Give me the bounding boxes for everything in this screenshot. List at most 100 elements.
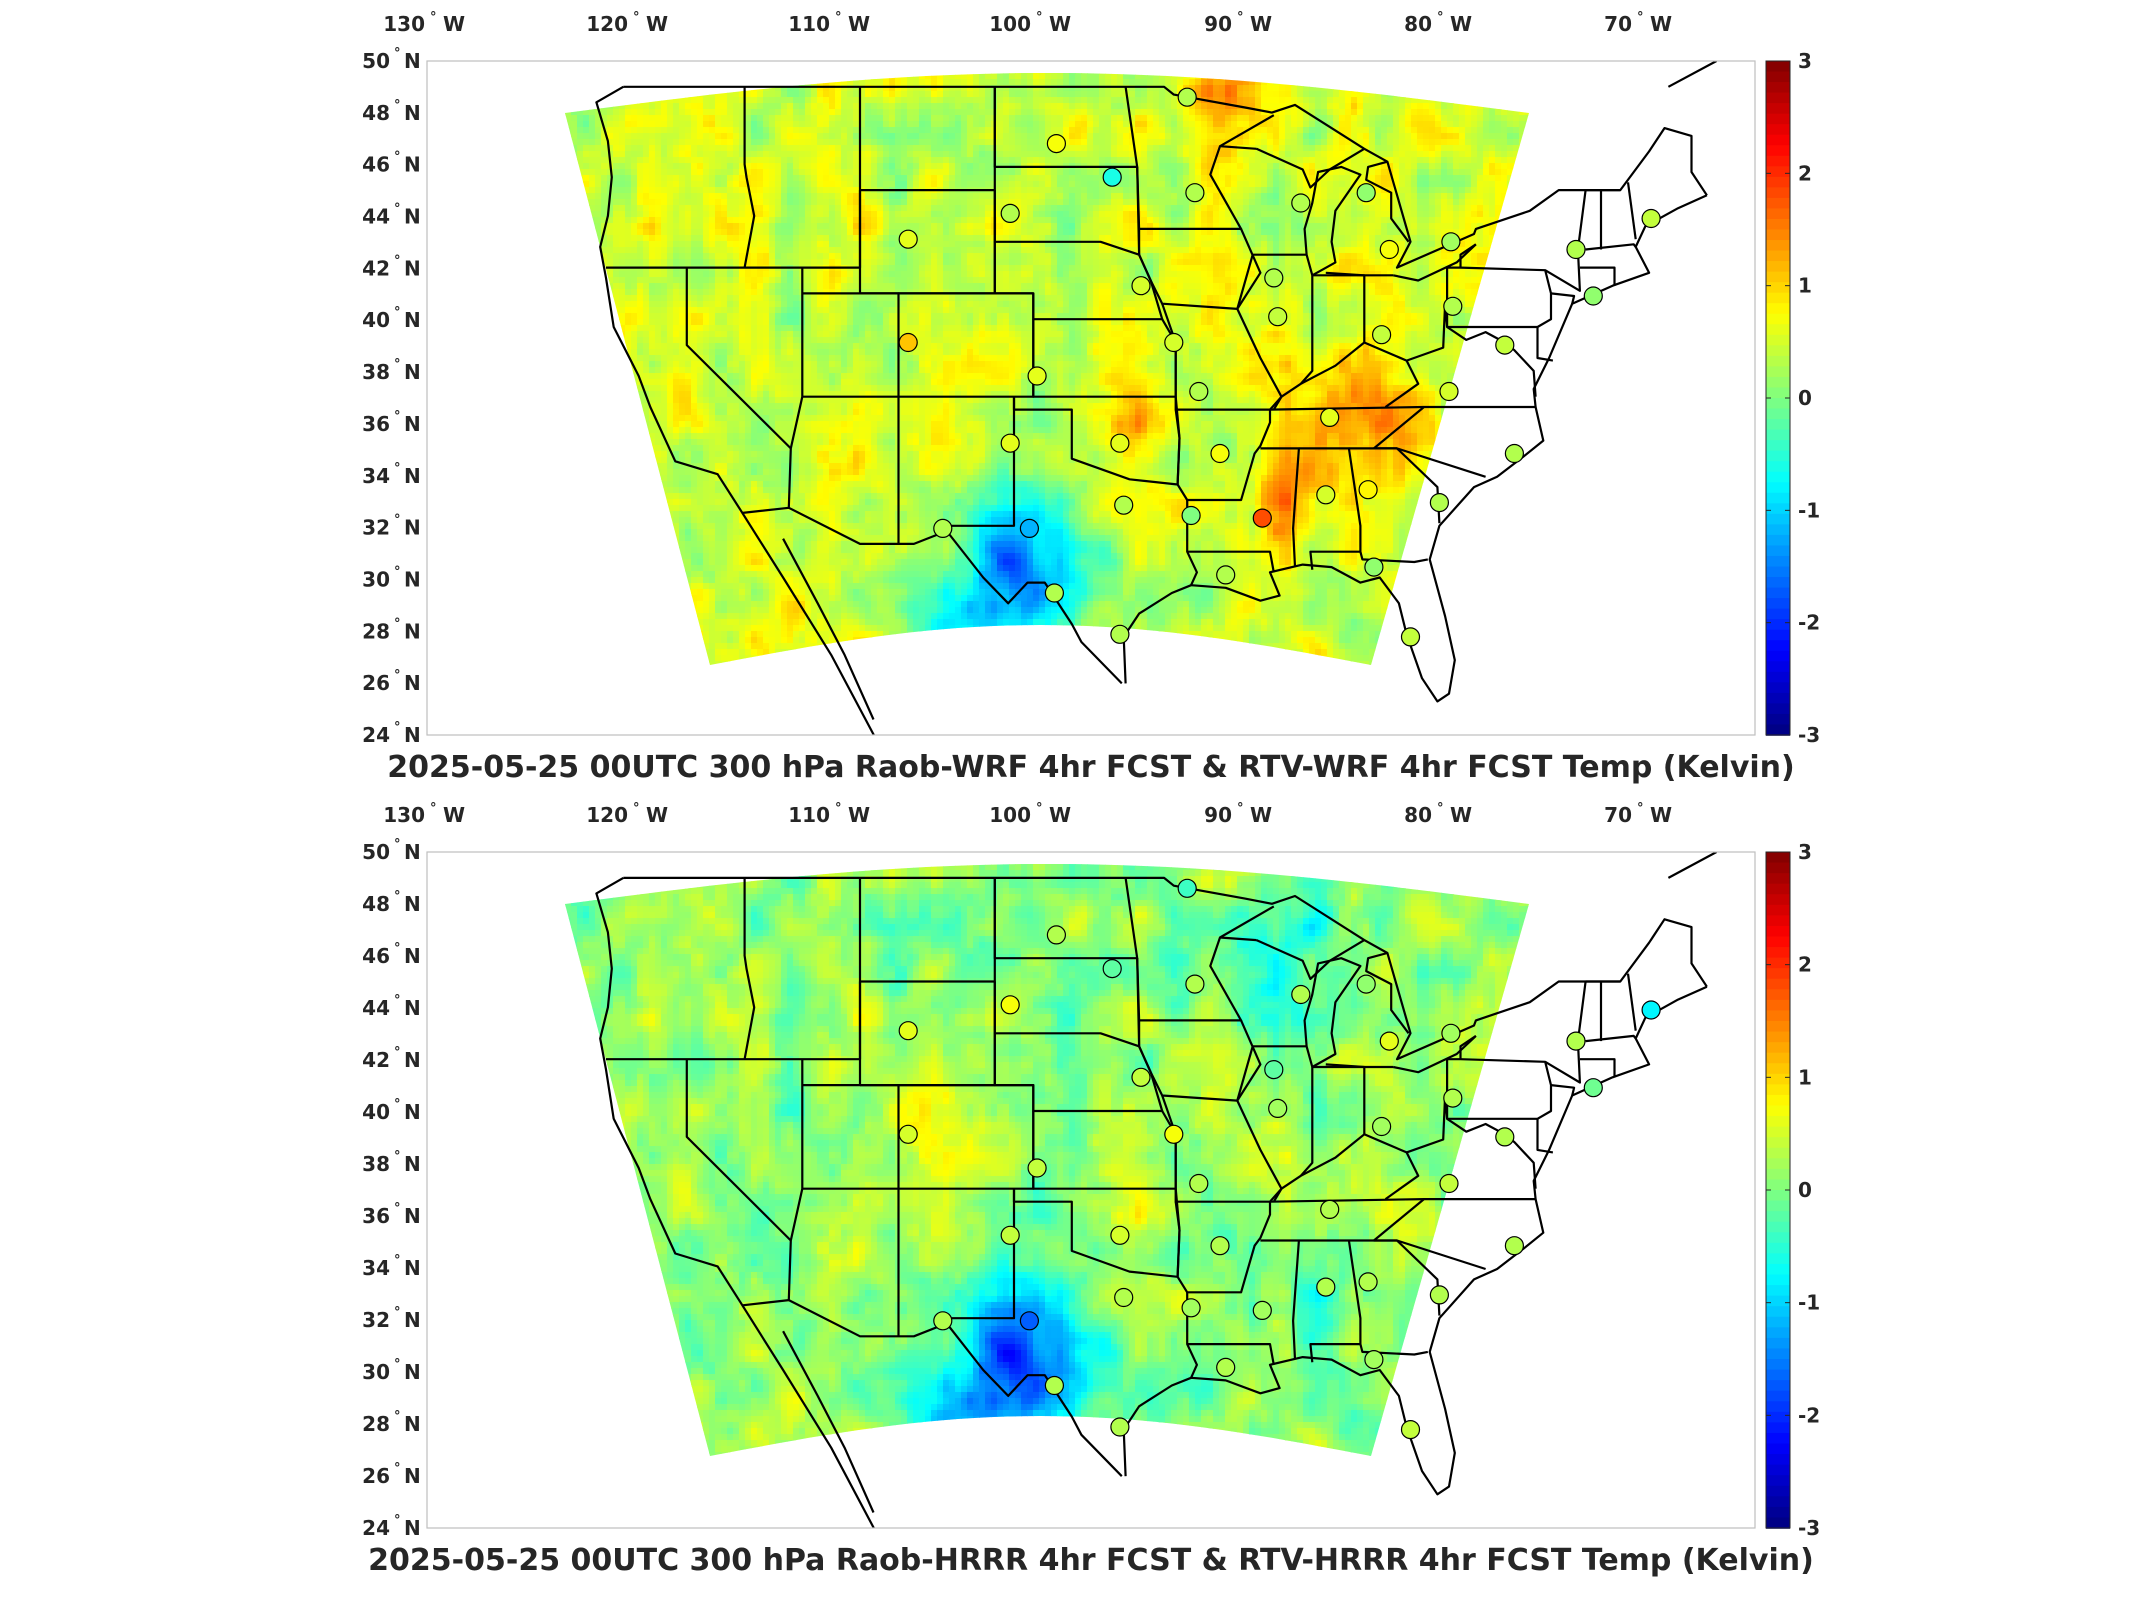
lat-tick-label: 42 ° N bbox=[362, 253, 421, 280]
station-marker[interactable] bbox=[1380, 1032, 1398, 1050]
station-marker[interactable] bbox=[1217, 1358, 1235, 1376]
station-marker[interactable] bbox=[1505, 445, 1523, 463]
station-marker[interactable] bbox=[1567, 241, 1585, 259]
station-marker[interactable] bbox=[1444, 297, 1462, 315]
station-marker[interactable] bbox=[1642, 210, 1660, 228]
station-marker[interactable] bbox=[1292, 986, 1310, 1004]
station-marker[interactable] bbox=[1111, 1226, 1129, 1244]
station-marker[interactable] bbox=[1373, 1118, 1391, 1136]
station-marker[interactable] bbox=[934, 519, 952, 537]
station-marker[interactable] bbox=[1402, 628, 1420, 646]
station-marker[interactable] bbox=[1357, 184, 1375, 202]
station-marker[interactable] bbox=[1186, 184, 1204, 202]
station-marker[interactable] bbox=[1496, 336, 1514, 354]
station-marker[interactable] bbox=[1584, 1079, 1602, 1097]
station-marker[interactable] bbox=[1165, 334, 1183, 352]
station-marker[interactable] bbox=[1365, 558, 1383, 576]
station-marker[interactable] bbox=[1365, 1351, 1383, 1369]
station-marker[interactable] bbox=[1359, 481, 1377, 499]
station-marker[interactable] bbox=[1265, 269, 1283, 287]
boundary-line bbox=[1628, 182, 1636, 239]
station-marker[interactable] bbox=[1020, 519, 1038, 537]
boundary-line bbox=[1545, 190, 1585, 291]
boundary-line bbox=[1580, 268, 1615, 286]
station-marker[interactable] bbox=[1001, 996, 1019, 1014]
station-marker[interactable] bbox=[1020, 1312, 1038, 1330]
station-marker[interactable] bbox=[1182, 507, 1200, 525]
station-marker[interactable] bbox=[1111, 434, 1129, 452]
lat-tick-label: 46 ° N bbox=[362, 941, 421, 968]
station-marker[interactable] bbox=[1182, 1299, 1200, 1317]
station-marker[interactable] bbox=[1115, 496, 1133, 514]
station-marker[interactable] bbox=[1211, 1237, 1229, 1255]
boundary-line bbox=[1628, 974, 1636, 1031]
station-marker[interactable] bbox=[1444, 1089, 1462, 1107]
station-marker[interactable] bbox=[1111, 625, 1129, 643]
station-marker[interactable] bbox=[1269, 1099, 1287, 1117]
lat-tick-label: 38 ° N bbox=[362, 357, 421, 384]
boundary-line bbox=[1586, 244, 1636, 249]
station-marker[interactable] bbox=[899, 1125, 917, 1143]
station-marker[interactable] bbox=[1103, 168, 1121, 186]
colorbar-tick-label: -1 bbox=[1798, 498, 1820, 522]
lat-tick-label: 26 ° N bbox=[362, 668, 421, 695]
station-marker[interactable] bbox=[1132, 1068, 1150, 1086]
station-marker[interactable] bbox=[1317, 1278, 1335, 1296]
station-marker[interactable] bbox=[1402, 1421, 1420, 1439]
station-marker[interactable] bbox=[1047, 135, 1065, 153]
station-marker[interactable] bbox=[1567, 1032, 1585, 1050]
station-marker[interactable] bbox=[1253, 509, 1271, 527]
station-marker[interactable] bbox=[1584, 287, 1602, 305]
station-marker[interactable] bbox=[1442, 233, 1460, 251]
lon-tick-label: 110 ° W bbox=[788, 10, 870, 36]
station-marker[interactable] bbox=[1380, 241, 1398, 259]
station-marker[interactable] bbox=[1321, 1200, 1339, 1218]
station-marker[interactable] bbox=[1001, 1226, 1019, 1244]
station-marker[interactable] bbox=[899, 334, 917, 352]
station-marker[interactable] bbox=[1178, 879, 1196, 897]
station-marker[interactable] bbox=[1001, 434, 1019, 452]
station-marker[interactable] bbox=[1115, 1289, 1133, 1307]
station-marker[interactable] bbox=[1028, 367, 1046, 385]
station-marker[interactable] bbox=[1045, 584, 1063, 602]
panel-title: 2025-05-25 00UTC 300 hPa Raob-HRRR 4hr F… bbox=[368, 1543, 1814, 1578]
station-marker[interactable] bbox=[1430, 1286, 1448, 1304]
station-marker[interactable] bbox=[899, 230, 917, 248]
station-marker[interactable] bbox=[1357, 975, 1375, 993]
station-marker[interactable] bbox=[1317, 486, 1335, 504]
station-marker[interactable] bbox=[1186, 975, 1204, 993]
station-marker[interactable] bbox=[1265, 1061, 1283, 1079]
station-marker[interactable] bbox=[1190, 383, 1208, 401]
station-marker[interactable] bbox=[1292, 194, 1310, 212]
station-marker[interactable] bbox=[1269, 308, 1287, 326]
station-marker[interactable] bbox=[1440, 1175, 1458, 1193]
station-marker[interactable] bbox=[1190, 1175, 1208, 1193]
station-marker[interactable] bbox=[1111, 1418, 1129, 1436]
station-marker[interactable] bbox=[1103, 960, 1121, 978]
station-marker[interactable] bbox=[899, 1022, 917, 1040]
station-marker[interactable] bbox=[1047, 926, 1065, 944]
station-marker[interactable] bbox=[1321, 408, 1339, 426]
station-marker[interactable] bbox=[1132, 277, 1150, 295]
station-marker[interactable] bbox=[1496, 1128, 1514, 1146]
station-marker[interactable] bbox=[1359, 1273, 1377, 1291]
station-marker[interactable] bbox=[934, 1312, 952, 1330]
station-marker[interactable] bbox=[1028, 1159, 1046, 1177]
colorbar-tick-label: -2 bbox=[1798, 611, 1820, 635]
station-marker[interactable] bbox=[1373, 326, 1391, 344]
station-marker[interactable] bbox=[1045, 1377, 1063, 1395]
station-marker[interactable] bbox=[1442, 1024, 1460, 1042]
station-marker[interactable] bbox=[1211, 445, 1229, 463]
station-marker[interactable] bbox=[1178, 88, 1196, 106]
station-marker[interactable] bbox=[1430, 494, 1448, 512]
station-marker[interactable] bbox=[1001, 204, 1019, 222]
station-marker[interactable] bbox=[1440, 383, 1458, 401]
station-marker[interactable] bbox=[1642, 1001, 1660, 1019]
station-marker[interactable] bbox=[1253, 1301, 1271, 1319]
station-marker[interactable] bbox=[1217, 566, 1235, 584]
station-marker[interactable] bbox=[1165, 1125, 1183, 1143]
station-marker[interactable] bbox=[1505, 1237, 1523, 1255]
